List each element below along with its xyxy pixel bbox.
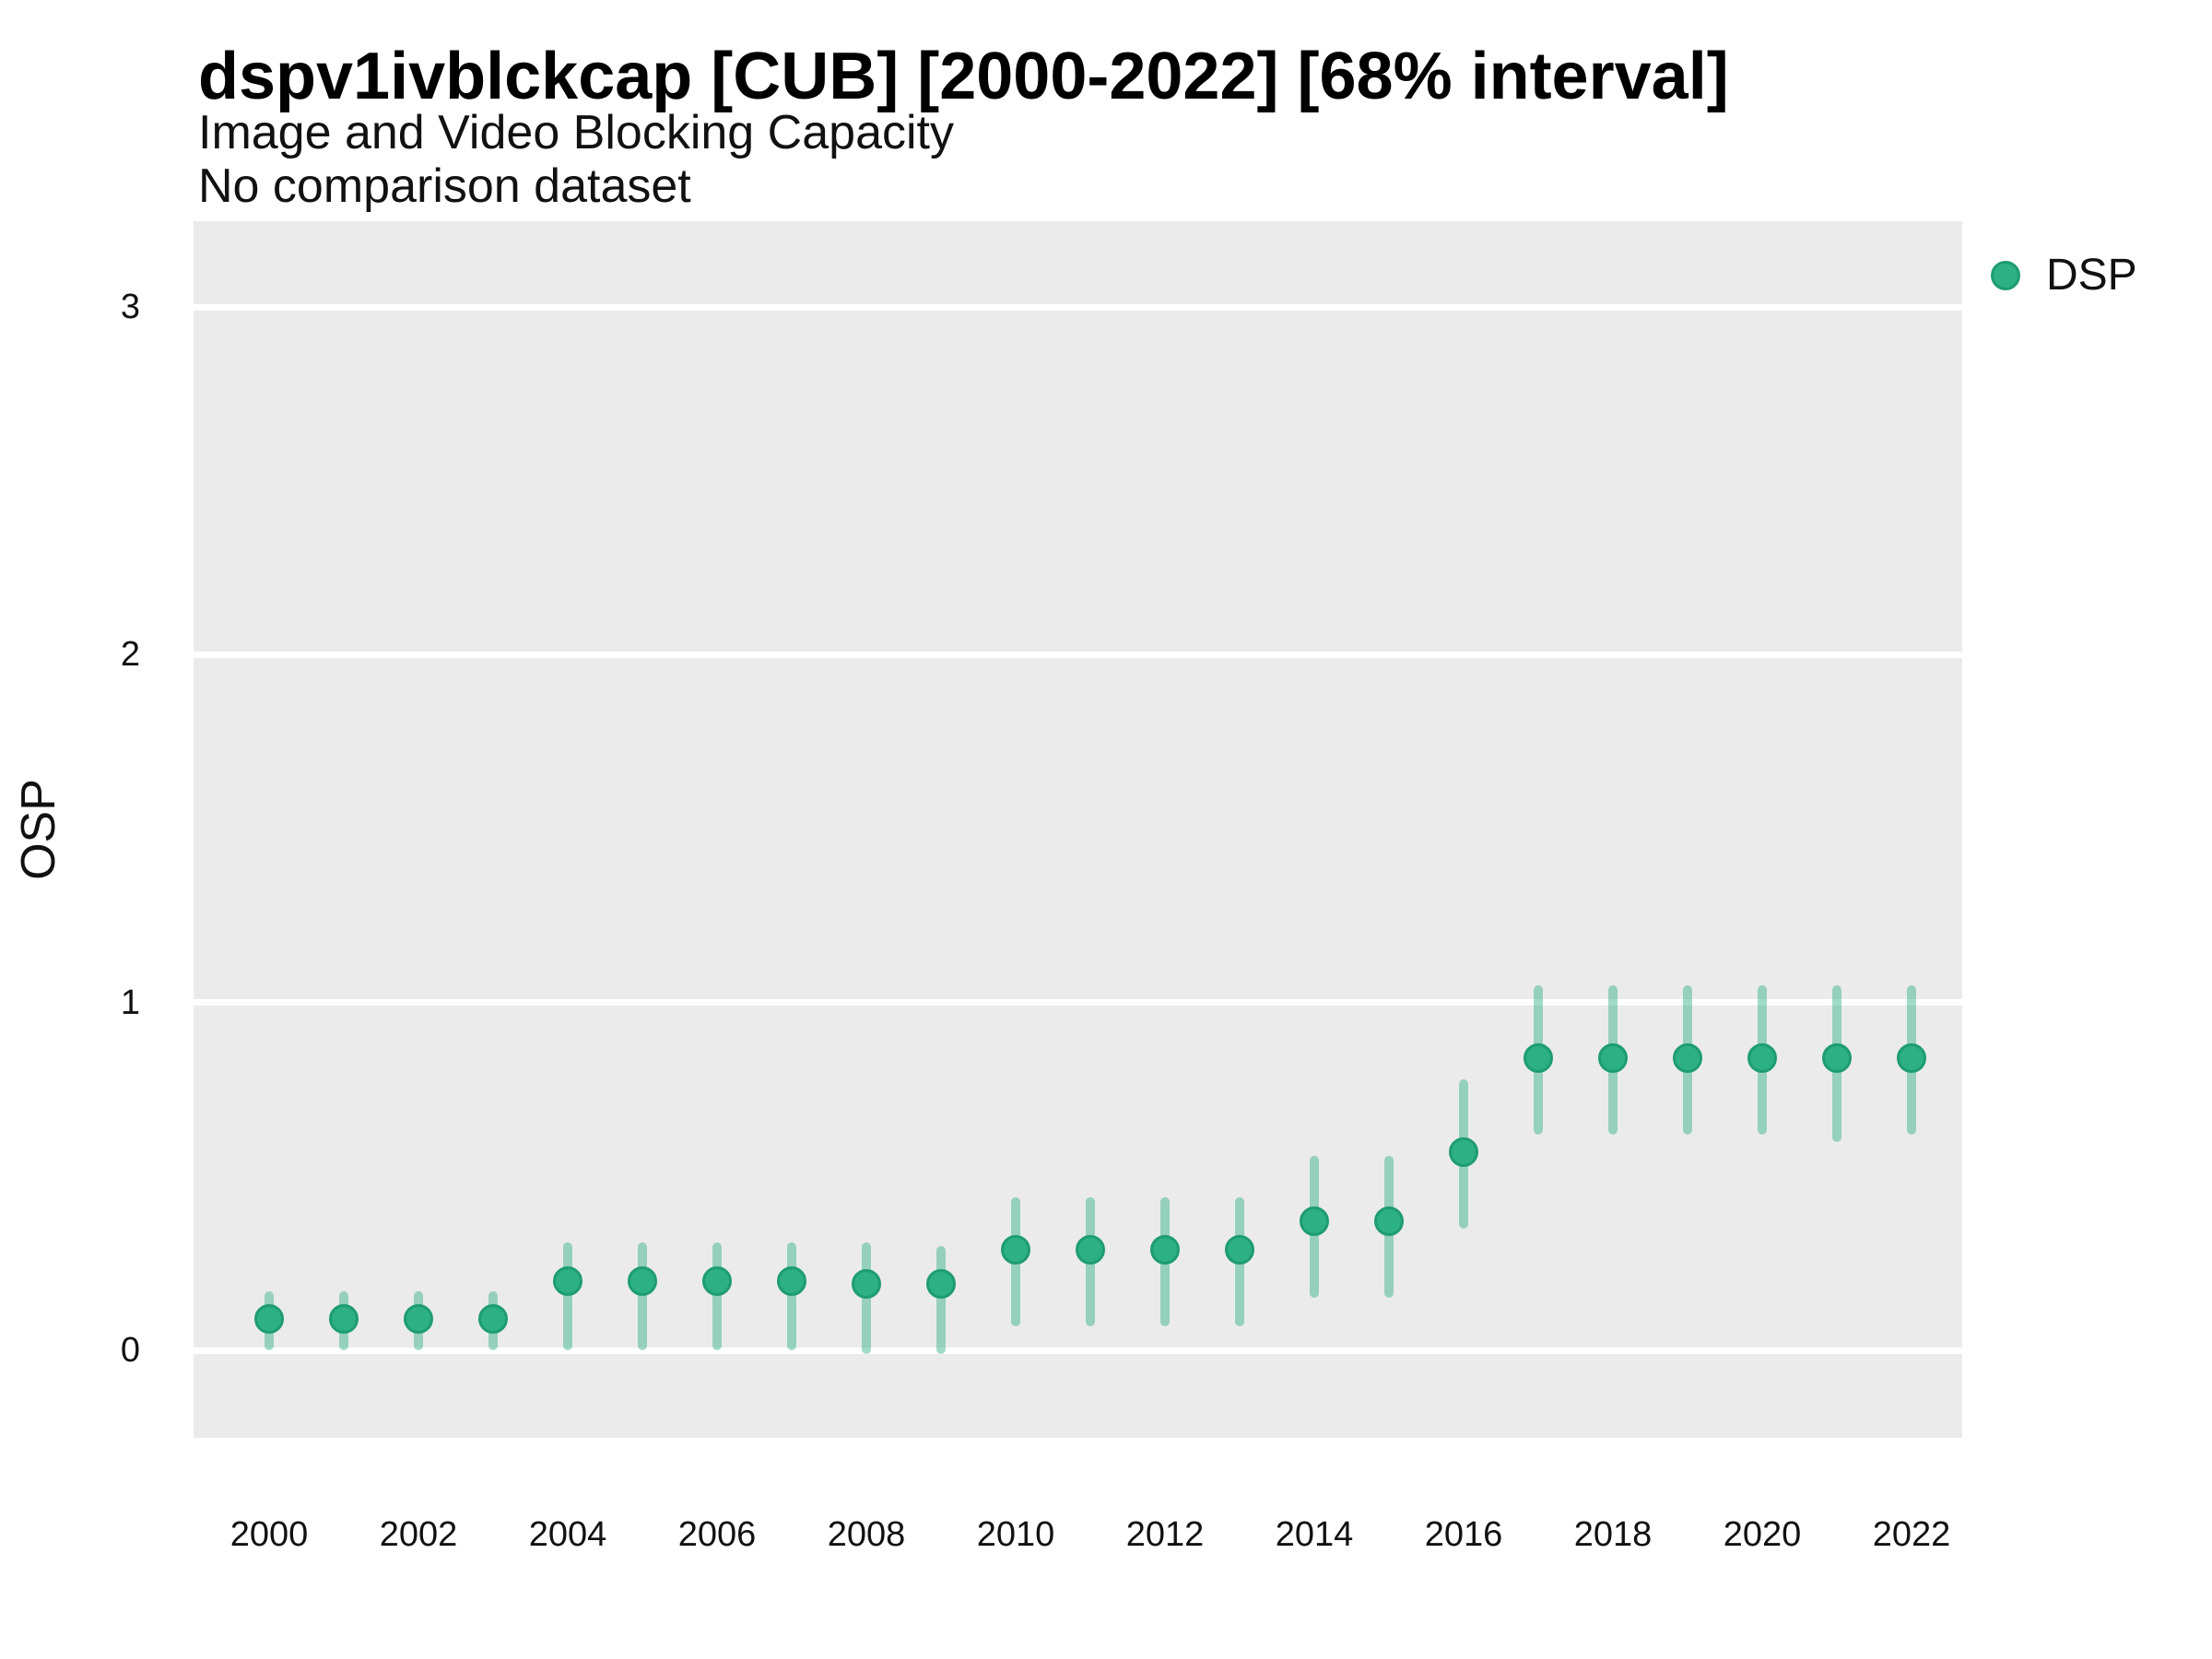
point-2012 — [1150, 1234, 1180, 1265]
point-2014 — [1300, 1206, 1329, 1237]
point-2008 — [852, 1269, 881, 1300]
legend-label: DSP — [2046, 251, 2137, 300]
y-tick-label-2: 2 — [120, 635, 140, 675]
y-axis-title-text: OSP — [12, 779, 65, 880]
point-2001 — [329, 1304, 359, 1335]
point-2015 — [1374, 1206, 1404, 1237]
point-2005 — [628, 1265, 657, 1296]
point-2003 — [478, 1304, 508, 1335]
x-tick-label-2022: 2022 — [1872, 1515, 1951, 1554]
interval-bar-2006 — [712, 1242, 722, 1350]
chart-subtitle: Image and Video Blocking Capacity — [198, 106, 954, 159]
interval-bar-2005 — [638, 1242, 647, 1350]
gridline-y-0 — [194, 1347, 1962, 1354]
x-tick-label-2008: 2008 — [827, 1515, 906, 1554]
interval-bar-2007 — [787, 1242, 796, 1350]
gridline-y-1 — [194, 999, 1962, 1006]
x-tick-label-2012: 2012 — [1125, 1515, 1205, 1554]
plot-panel — [194, 221, 1962, 1438]
point-2018 — [1598, 1043, 1628, 1074]
x-tick-label-2018: 2018 — [1573, 1515, 1653, 1554]
y-tick-label-0: 0 — [120, 1331, 140, 1370]
interval-bar-2009 — [936, 1245, 946, 1354]
y-tick-label-3: 3 — [120, 288, 140, 327]
point-2020 — [1747, 1043, 1777, 1074]
legend: DSP — [1991, 246, 2137, 305]
point-2019 — [1673, 1043, 1702, 1074]
chart-title: dspv1ivblckcap [CUB] [2000-2022] [68% in… — [198, 40, 1729, 113]
legend-marker-circle-icon — [1991, 261, 2020, 290]
x-tick-label-2006: 2006 — [677, 1515, 757, 1554]
point-2011 — [1076, 1234, 1105, 1265]
y-tick-label-1: 1 — [120, 982, 140, 1022]
point-2010 — [1001, 1234, 1030, 1265]
point-2013 — [1225, 1234, 1254, 1265]
point-2000 — [254, 1304, 284, 1335]
point-2021 — [1822, 1043, 1852, 1074]
x-tick-label-2010: 2010 — [976, 1515, 1055, 1554]
point-2016 — [1449, 1136, 1478, 1167]
chart-note: No comparison dataset — [198, 159, 691, 213]
point-2004 — [553, 1265, 582, 1296]
point-2009 — [926, 1269, 956, 1300]
gridline-y-2 — [194, 651, 1962, 658]
point-2006 — [702, 1265, 732, 1296]
point-2017 — [1524, 1043, 1553, 1074]
x-tick-label-2014: 2014 — [1275, 1515, 1354, 1554]
x-tick-label-2000: 2000 — [229, 1515, 309, 1554]
x-tick-label-2002: 2002 — [379, 1515, 458, 1554]
x-tick-label-2016: 2016 — [1424, 1515, 1503, 1554]
x-tick-label-2020: 2020 — [1723, 1515, 1802, 1554]
interval-bar-2004 — [563, 1242, 572, 1350]
point-2007 — [777, 1265, 806, 1296]
gridline-y-3 — [194, 303, 1962, 311]
point-2002 — [404, 1304, 433, 1335]
x-tick-label-2004: 2004 — [528, 1515, 607, 1554]
point-2022 — [1897, 1043, 1926, 1074]
